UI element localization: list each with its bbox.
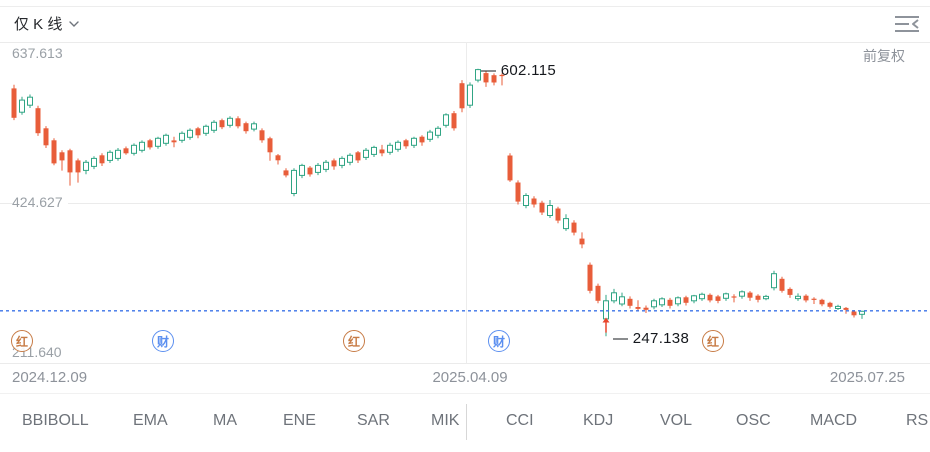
gridline-bottom [0,363,930,364]
tab-rs[interactable]: RS [906,412,929,429]
y-axis-label-max: 637.613 [12,46,68,61]
indicator-tabbar: BBIBOLL EMA MA ENE SAR MIK CCI KDJ VOL OSC MACD RS [0,394,930,452]
chevron-down-icon [69,21,80,28]
gridline-vertical [466,42,467,363]
gridline-top [0,42,930,43]
top-divider [0,6,930,7]
axis-divider [0,393,930,394]
tab-osc[interactable]: OSC [736,412,771,429]
x-axis-date-end: 2025.07.25 [829,369,905,386]
tab-kdj[interactable]: KDJ [583,412,614,429]
earnings-marker-icon[interactable]: 财 [152,330,174,352]
dividend-marker-icon[interactable]: 红 [702,330,724,352]
tab-ene[interactable]: ENE [283,412,316,429]
x-axis-date-mid: 2025.04.09 [432,369,508,386]
tab-cci[interactable]: CCI [506,412,534,429]
tab-ema[interactable]: EMA [133,412,168,429]
chart-type-label: 仅 K 线 [14,16,63,33]
earnings-marker-icon[interactable]: 财 [488,330,510,352]
dividend-marker-icon[interactable]: 红 [11,330,33,352]
tab-vol[interactable]: VOL [660,412,693,429]
chart-type-selector[interactable]: 仅 K 线 [14,13,80,34]
tab-bbiboll[interactable]: BBIBOLL [22,412,89,429]
x-axis-date-start: 2024.12.09 [12,369,88,386]
indicator-list-icon[interactable] [893,14,921,34]
y-axis-label-mid: 424.627 [12,195,68,210]
tabbar-divider [466,404,467,440]
low-price-annotation: — 247.138 [613,330,690,347]
tab-macd[interactable]: MACD [810,412,858,429]
adjust-mode-label[interactable]: 前复权 [863,48,905,64]
high-price-annotation: — 602.115 [481,62,556,79]
tab-sar[interactable]: SAR [357,412,390,429]
tab-mik[interactable]: MIK [431,412,460,429]
gridline-middle [0,203,930,204]
tab-ma[interactable]: MA [213,412,237,429]
dividend-marker-icon[interactable]: 红 [343,330,365,352]
